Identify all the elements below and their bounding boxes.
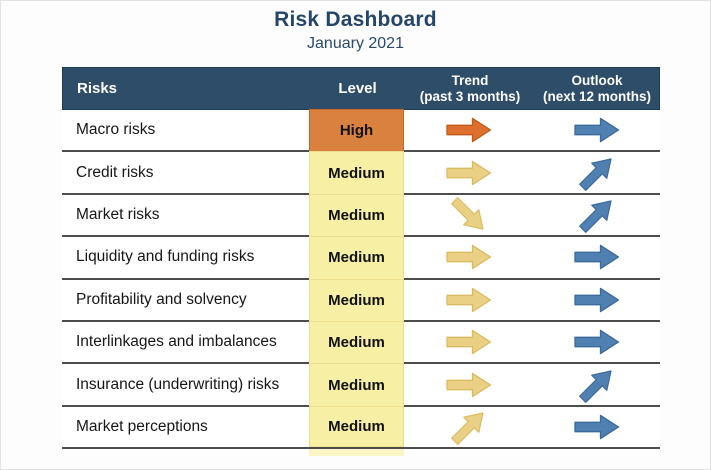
risk-name: Liquidity and funding risks (76, 248, 255, 266)
level-badge: Medium (309, 405, 404, 448)
title-block: Risk Dashboard January 2021 (1, 8, 710, 53)
column-header-level: Level (338, 80, 377, 97)
level-badge: High (309, 109, 404, 153)
outlook-cell (534, 322, 660, 362)
trend-arrow-icon (444, 237, 494, 277)
trend-arrow-icon (444, 195, 494, 235)
outlook-cell (534, 280, 660, 320)
outlook-cell (534, 237, 660, 277)
level-badge: Medium (309, 320, 404, 365)
level-badge: Medium (309, 278, 404, 322)
trend-arrow-icon (444, 365, 494, 405)
column-header-risks: Risks (77, 80, 118, 97)
outlook-arrow-icon (572, 280, 622, 320)
risk-name: Profitability and solvency (76, 290, 247, 308)
column-header-outlook: Outlook (next 12 months) (535, 68, 659, 109)
risk-name: Insurance (underwriting) risks (76, 375, 280, 393)
table-body: Macro risks High Credit risks Medium (62, 109, 660, 450)
trend-arrow-icon (444, 110, 494, 150)
trend-cell (404, 195, 534, 235)
level-badge: Medium (309, 193, 404, 238)
trend-header-line1: Trend (451, 73, 489, 89)
risk-name: Credit risks (76, 163, 154, 181)
outlook-arrow-icon (572, 195, 622, 235)
risk-name: Market perceptions (76, 417, 208, 435)
outlook-arrow-icon (572, 237, 622, 277)
table-row: Profitability and solvency Medium (62, 278, 660, 322)
table-row: Interlinkages and imbalances Medium (62, 320, 660, 365)
outlook-arrow-icon (572, 110, 622, 150)
trend-cell (404, 152, 534, 192)
trend-cell (404, 364, 534, 404)
level-badge: Medium (309, 151, 404, 195)
outlook-cell (534, 407, 660, 447)
trend-header-line2: (past 3 months) (419, 88, 521, 104)
level-badge: Medium (309, 236, 404, 280)
trend-arrow-icon (444, 280, 494, 320)
trend-arrow-icon (444, 153, 494, 193)
risk-name: Market risks (76, 205, 160, 223)
table-row: Macro risks High (62, 109, 660, 153)
trend-cell (404, 407, 534, 447)
outlook-cell (534, 152, 660, 192)
table-row: Market perceptions Medium (62, 405, 660, 450)
outlook-arrow-icon (572, 322, 622, 362)
page-subtitle: January 2021 (307, 35, 404, 52)
trend-cell (404, 280, 534, 320)
trend-arrow-icon (444, 322, 494, 362)
trend-cell (404, 237, 534, 277)
trend-cell (404, 322, 534, 362)
level-badge: Medium (309, 363, 404, 407)
outlook-arrow-icon (572, 153, 622, 193)
risk-name: Interlinkages and imbalances (76, 333, 277, 351)
column-header-trend: Trend (past 3 months) (405, 68, 535, 109)
page-title: Risk Dashboard (274, 8, 437, 31)
outlook-cell (534, 364, 660, 404)
outlook-arrow-icon (572, 365, 622, 405)
table-row: Market risks Medium (62, 193, 660, 238)
outlook-cell (534, 195, 660, 235)
outlook-cell (534, 110, 660, 150)
table-row: Insurance (underwriting) risks Medium (62, 363, 660, 407)
outlook-arrow-icon (572, 407, 622, 447)
risk-table: Risks Level Trend (past 3 months) Outloo… (62, 67, 660, 457)
trend-arrow-icon (444, 407, 494, 447)
table-header-row: Risks Level Trend (past 3 months) Outloo… (62, 67, 660, 110)
trend-cell (404, 110, 534, 150)
table-row: Liquidity and funding risks Medium (62, 236, 660, 280)
level-column-tail (309, 449, 404, 457)
table-row: Credit risks Medium (62, 151, 660, 195)
outlook-header-line2: (next 12 months) (542, 88, 651, 104)
risk-name: Macro risks (76, 121, 156, 139)
outlook-header-line1: Outlook (571, 73, 623, 89)
